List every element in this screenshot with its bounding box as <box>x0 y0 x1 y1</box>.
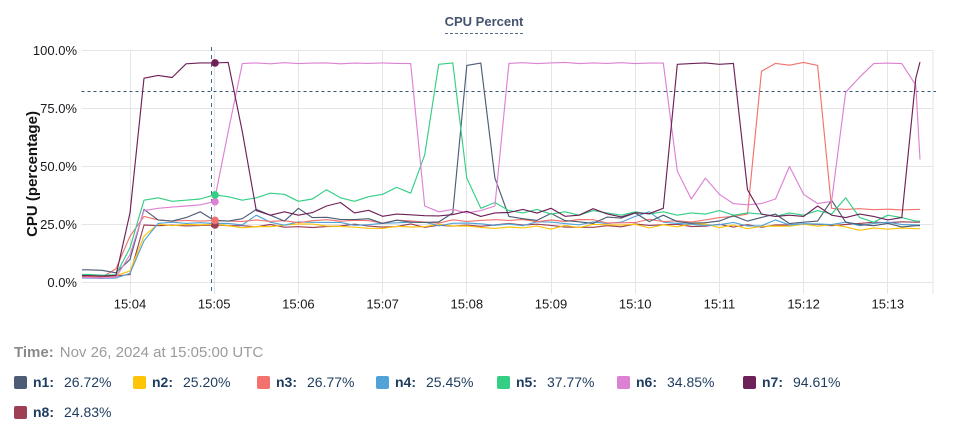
svg-text:25.0%: 25.0% <box>40 217 77 232</box>
svg-text:15:07: 15:07 <box>366 297 399 312</box>
svg-text:15:12: 15:12 <box>787 297 820 312</box>
svg-text:75.0%: 75.0% <box>40 101 77 116</box>
svg-text:15:11: 15:11 <box>704 297 736 312</box>
svg-text:15:10: 15:10 <box>619 297 652 312</box>
svg-text:50.0%: 50.0% <box>40 159 77 174</box>
svg-text:15:04: 15:04 <box>114 297 147 312</box>
svg-text:15:13: 15:13 <box>872 297 905 312</box>
svg-text:15:06: 15:06 <box>282 297 315 312</box>
svg-text:CPU (percentage): CPU (percentage) <box>24 111 41 237</box>
svg-text:100.0%: 100.0% <box>33 43 78 58</box>
svg-text:15:05: 15:05 <box>198 297 231 312</box>
svg-text:0.0%: 0.0% <box>47 275 77 290</box>
svg-text:15:09: 15:09 <box>535 297 568 312</box>
svg-text:15:08: 15:08 <box>451 297 484 312</box>
